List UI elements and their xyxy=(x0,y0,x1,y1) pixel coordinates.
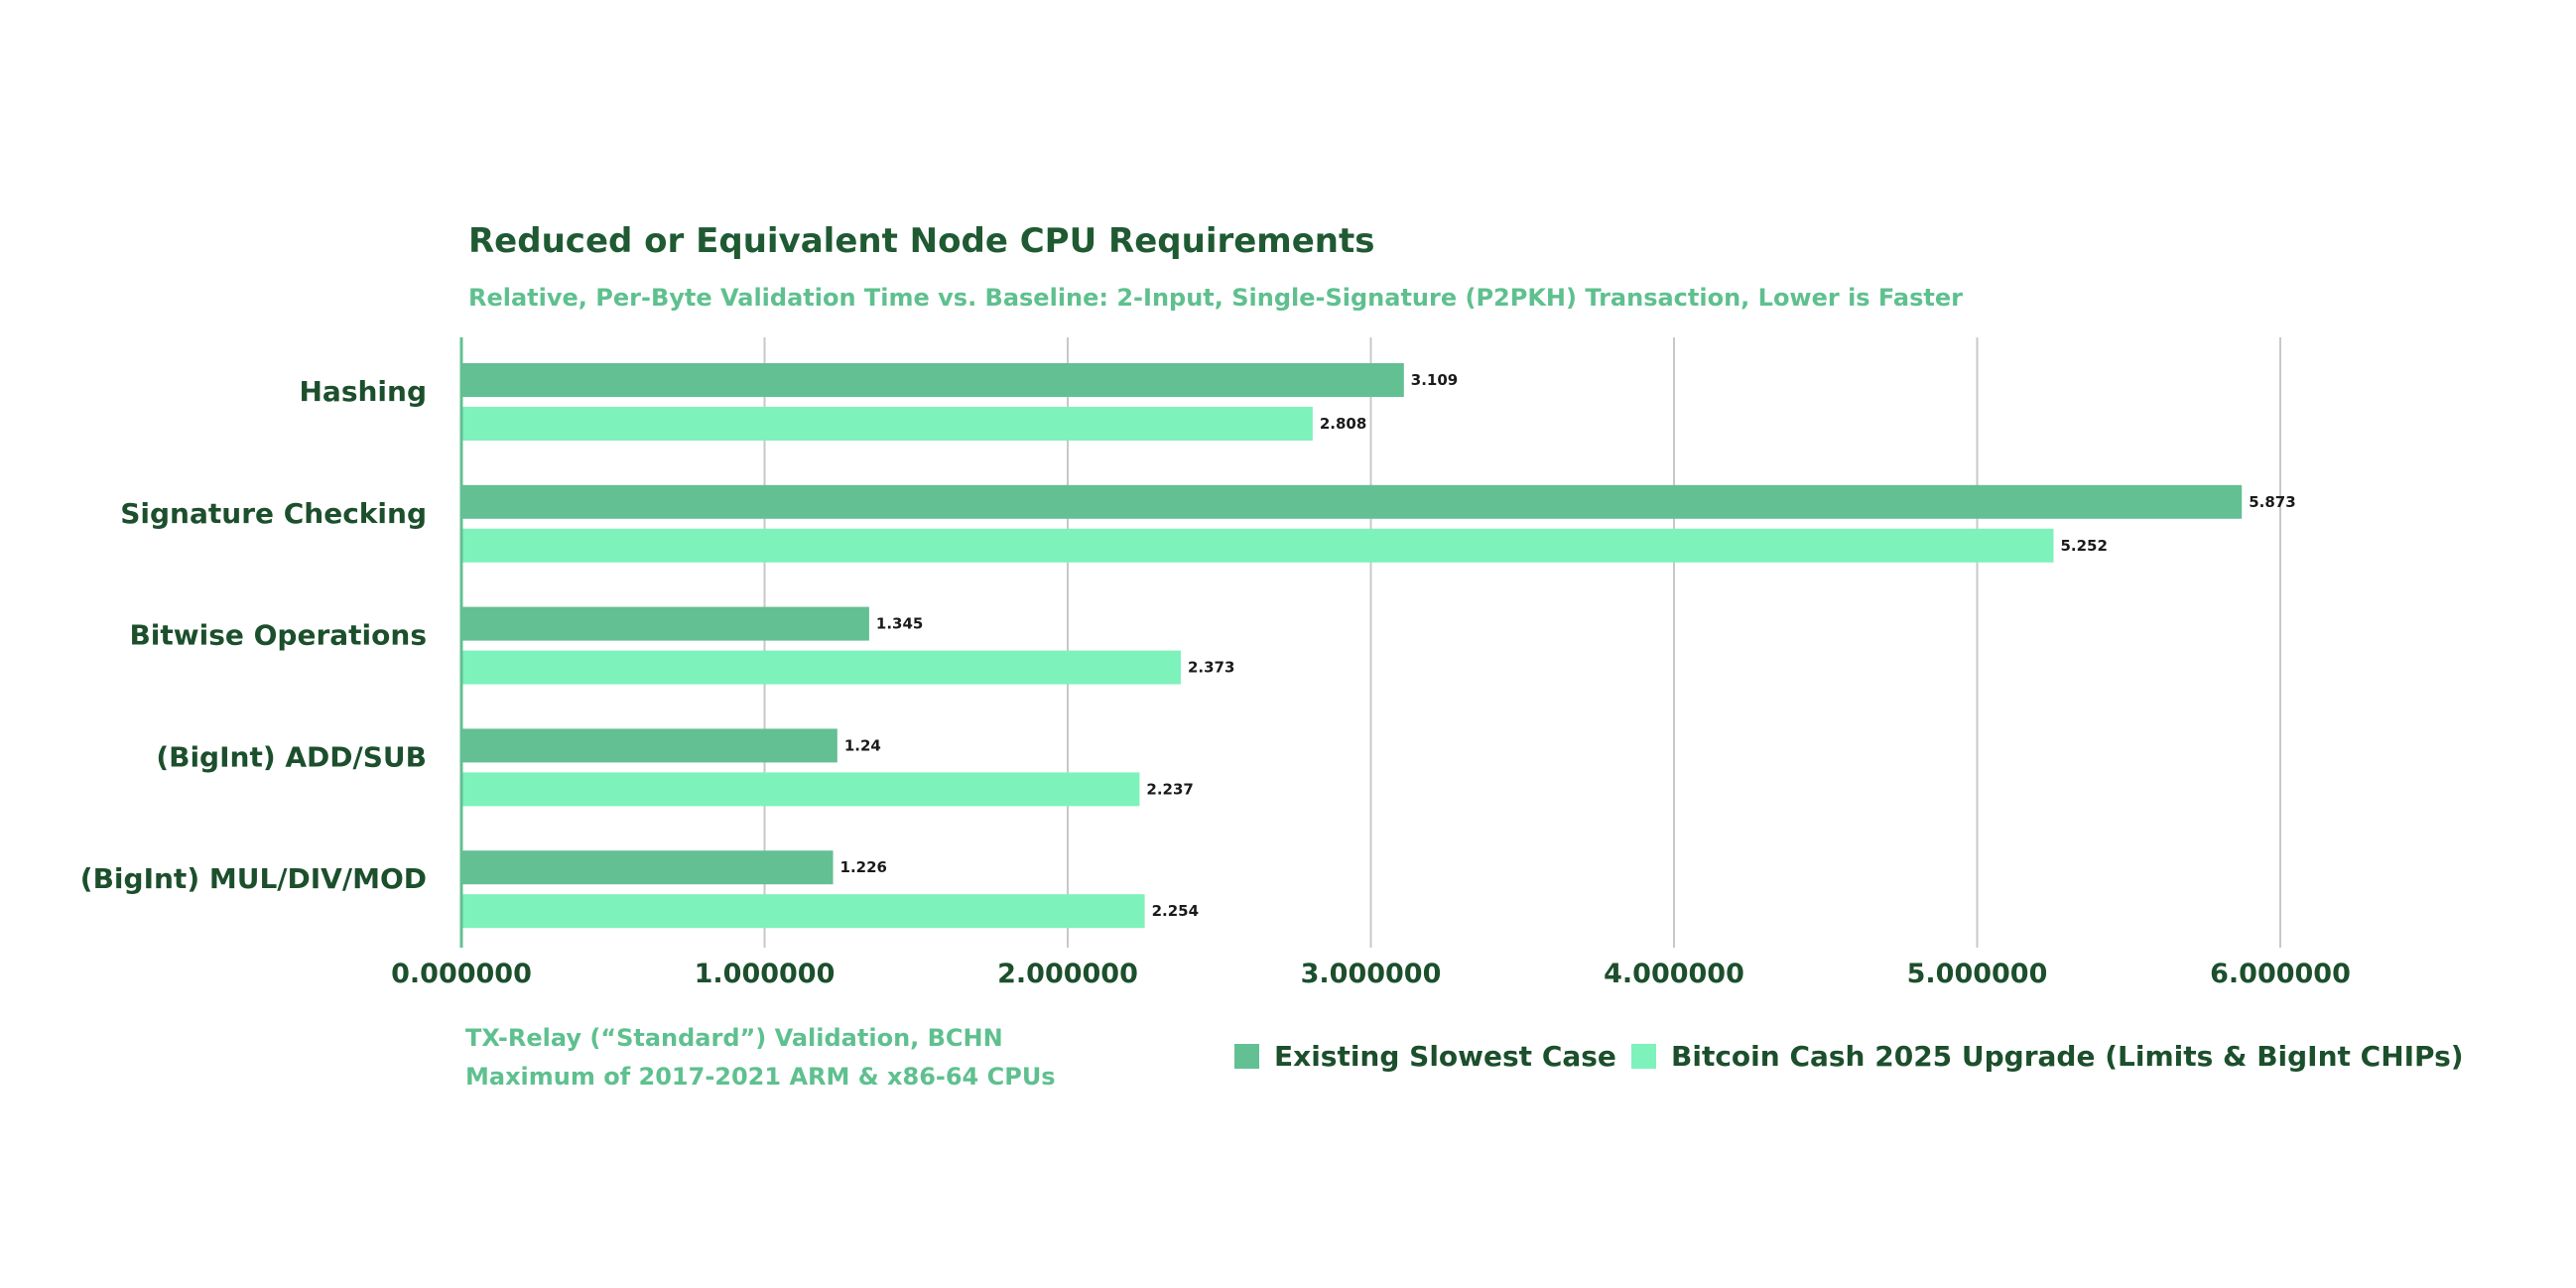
bar-existing-bitwise-operations xyxy=(462,606,869,641)
bar-existing-signature-checking xyxy=(462,484,2243,519)
legend-label-existing-slowest-case: Existing Slowest Case xyxy=(1274,1040,1616,1073)
legend-swatch-existing-slowest-case xyxy=(1234,1044,1259,1069)
category-label-bigint-add-sub: (BigInt) ADD/SUB xyxy=(156,740,427,773)
category-label-bigint-mul-div-mod: (BigInt) MUL/DIV/MOD xyxy=(80,862,427,895)
x-tick-label: 0.000000 xyxy=(391,959,532,989)
data-label-existing-bigint-mul-div-mod: 1.226 xyxy=(840,858,887,876)
x-axis-tick-labels: 0.000000 1.000000 2.000000 3.000000 4.000000… xyxy=(391,959,2351,989)
legend-swatch-bch-2025-upgrade xyxy=(1631,1044,1656,1069)
bar-existing-bigint-mul-div-mod xyxy=(462,850,834,885)
footnote-line-2: Maximum of 2017-2021 ARM & x86-64 CPUs xyxy=(465,1063,1056,1091)
data-label-upgrade-bigint-mul-div-mod: 2.254 xyxy=(1152,902,1199,920)
bar-existing-bigint-add-sub xyxy=(462,728,837,763)
x-tick-label: 6.000000 xyxy=(2210,959,2351,989)
bar-upgrade-bitwise-operations xyxy=(462,650,1181,685)
legend: Existing Slowest Case Bitcoin Cash 2025 … xyxy=(1234,1040,2464,1073)
data-label-upgrade-bitwise-operations: 2.373 xyxy=(1188,659,1234,677)
x-tick-label: 1.000000 xyxy=(695,959,836,989)
category-label-signature-checking: Signature Checking xyxy=(120,497,427,530)
chart-title: Reduced or Equivalent Node CPU Requireme… xyxy=(468,221,1374,261)
category-label-bitwise-operations: Bitwise Operations xyxy=(129,619,427,652)
legend-label-bch-2025-upgrade: Bitcoin Cash 2025 Upgrade (Limits & BigI… xyxy=(1671,1040,2464,1073)
bar-upgrade-bigint-mul-div-mod xyxy=(462,894,1145,929)
bar-upgrade-bigint-add-sub xyxy=(462,772,1140,807)
bar-upgrade-signature-checking xyxy=(462,528,2054,563)
chart-subtitle: Relative, Per-Byte Validation Time vs. B… xyxy=(468,284,1963,312)
data-label-existing-signature-checking: 5.873 xyxy=(2249,493,2295,511)
category-labels: Hashing Signature Checking Bitwise Operati… xyxy=(80,375,427,895)
x-tick-label: 2.000000 xyxy=(997,959,1138,989)
data-label-upgrade-hashing: 2.808 xyxy=(1320,415,1366,433)
x-tick-label: 4.000000 xyxy=(1604,959,1744,989)
data-label-upgrade-bigint-add-sub: 2.237 xyxy=(1146,780,1193,798)
bar-existing-hashing xyxy=(462,363,1404,397)
bars: 3.109 2.808 5.873 5.252 1.345 2.373 1.24 2.237 1… xyxy=(462,363,2296,929)
bar-upgrade-hashing xyxy=(462,407,1313,441)
x-tick-label: 5.000000 xyxy=(1907,959,2048,989)
footnote-line-1: TX-Relay (“Standard”) Validation, BCHN xyxy=(465,1024,1003,1052)
data-label-existing-hashing: 3.109 xyxy=(1411,371,1458,389)
data-label-existing-bigint-add-sub: 1.24 xyxy=(844,736,881,754)
data-label-existing-bitwise-operations: 1.345 xyxy=(876,615,923,633)
category-label-hashing: Hashing xyxy=(299,375,427,408)
data-label-upgrade-signature-checking: 5.252 xyxy=(2060,537,2107,555)
x-tick-label: 3.000000 xyxy=(1301,959,1442,989)
